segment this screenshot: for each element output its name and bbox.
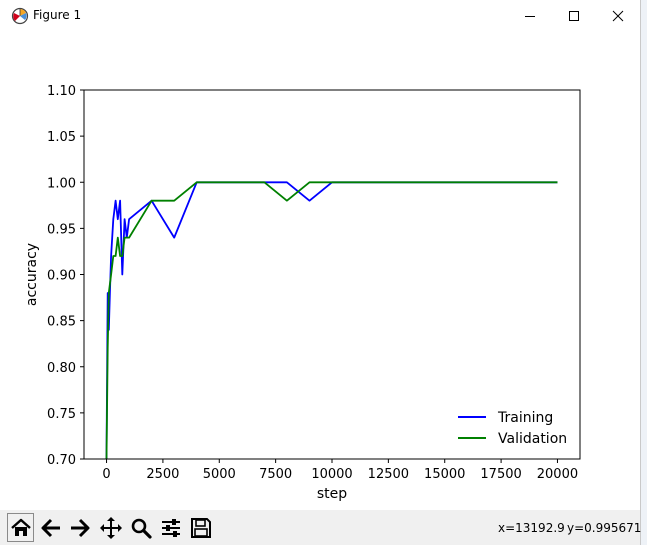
close-button[interactable]: [596, 0, 640, 31]
y-tick-label: 0.70: [47, 453, 76, 468]
save-icon: [190, 517, 211, 538]
x-tick-label: 7500: [259, 467, 292, 482]
y-tick-label: 0.80: [47, 361, 76, 376]
home-icon: [10, 518, 31, 536]
y-tick-label: 0.90: [47, 269, 76, 284]
x-tick-label: 12500: [368, 467, 409, 482]
forward-button[interactable]: [66, 513, 93, 542]
legend: Training Validation: [458, 410, 567, 447]
legend-label-validation: Validation: [498, 431, 567, 447]
zoom-icon: [131, 518, 152, 539]
back-arrow-icon: [41, 518, 60, 537]
x-tick-label: 17500: [480, 467, 521, 482]
x-axis-label: step: [317, 486, 347, 502]
configure-subplots-icon: [161, 518, 180, 537]
back-button[interactable]: [37, 513, 64, 542]
forward-arrow-icon: [70, 518, 89, 537]
x-tick-label: 0: [102, 467, 110, 482]
navigation-toolbar: [0, 510, 640, 545]
x-tick-label: 2500: [146, 467, 179, 482]
minimize-icon: [525, 15, 535, 17]
cursor-y-readout: y=0.995671: [567, 521, 642, 535]
zoom-button[interactable]: [127, 513, 154, 542]
cursor-x-readout: x=13192.9: [498, 521, 565, 535]
title-bar[interactable]: Figure 1: [0, 0, 640, 31]
minimize-button[interactable]: [508, 0, 552, 31]
x-tick-label: 10000: [311, 467, 352, 482]
save-button[interactable]: [187, 513, 214, 542]
window-title: Figure 1: [33, 8, 82, 22]
legend-label-training: Training: [497, 410, 553, 426]
y-tick-label: 0.75: [47, 407, 76, 422]
y-tick-label: 1.05: [47, 130, 76, 145]
pan-icon: [99, 516, 122, 539]
pan-button[interactable]: [97, 513, 124, 542]
close-icon: [612, 10, 624, 21]
maximize-button[interactable]: [552, 0, 596, 31]
y-tick-label: 1.10: [47, 84, 76, 99]
configure-subplots-button[interactable]: [157, 513, 184, 542]
accuracy-chart[interactable]: 0 2500 5000 7500 10000 12500 15000 17500 20000 0.…: [0, 31, 640, 510]
series-line-training: [105, 181, 558, 460]
matplotlib-app-icon: [11, 7, 29, 25]
plot-frame: [83, 89, 581, 460]
y-tick-label: 0.95: [47, 222, 76, 237]
figure-canvas[interactable]: 0 2500 5000 7500 10000 12500 15000 17500 20000 0.…: [0, 31, 640, 510]
home-button[interactable]: [7, 513, 34, 542]
x-tick-label: 15000: [424, 467, 465, 482]
background-strip: [641, 0, 647, 545]
y-tick-label: 1.00: [47, 176, 76, 191]
y-axis-label: accuracy: [24, 243, 40, 306]
maximize-icon: [569, 10, 579, 21]
x-tick-label: 20000: [537, 467, 578, 482]
series-line-validation: [105, 181, 558, 460]
y-tick-label: 0.85: [47, 315, 76, 330]
x-tick-label: 5000: [203, 467, 236, 482]
